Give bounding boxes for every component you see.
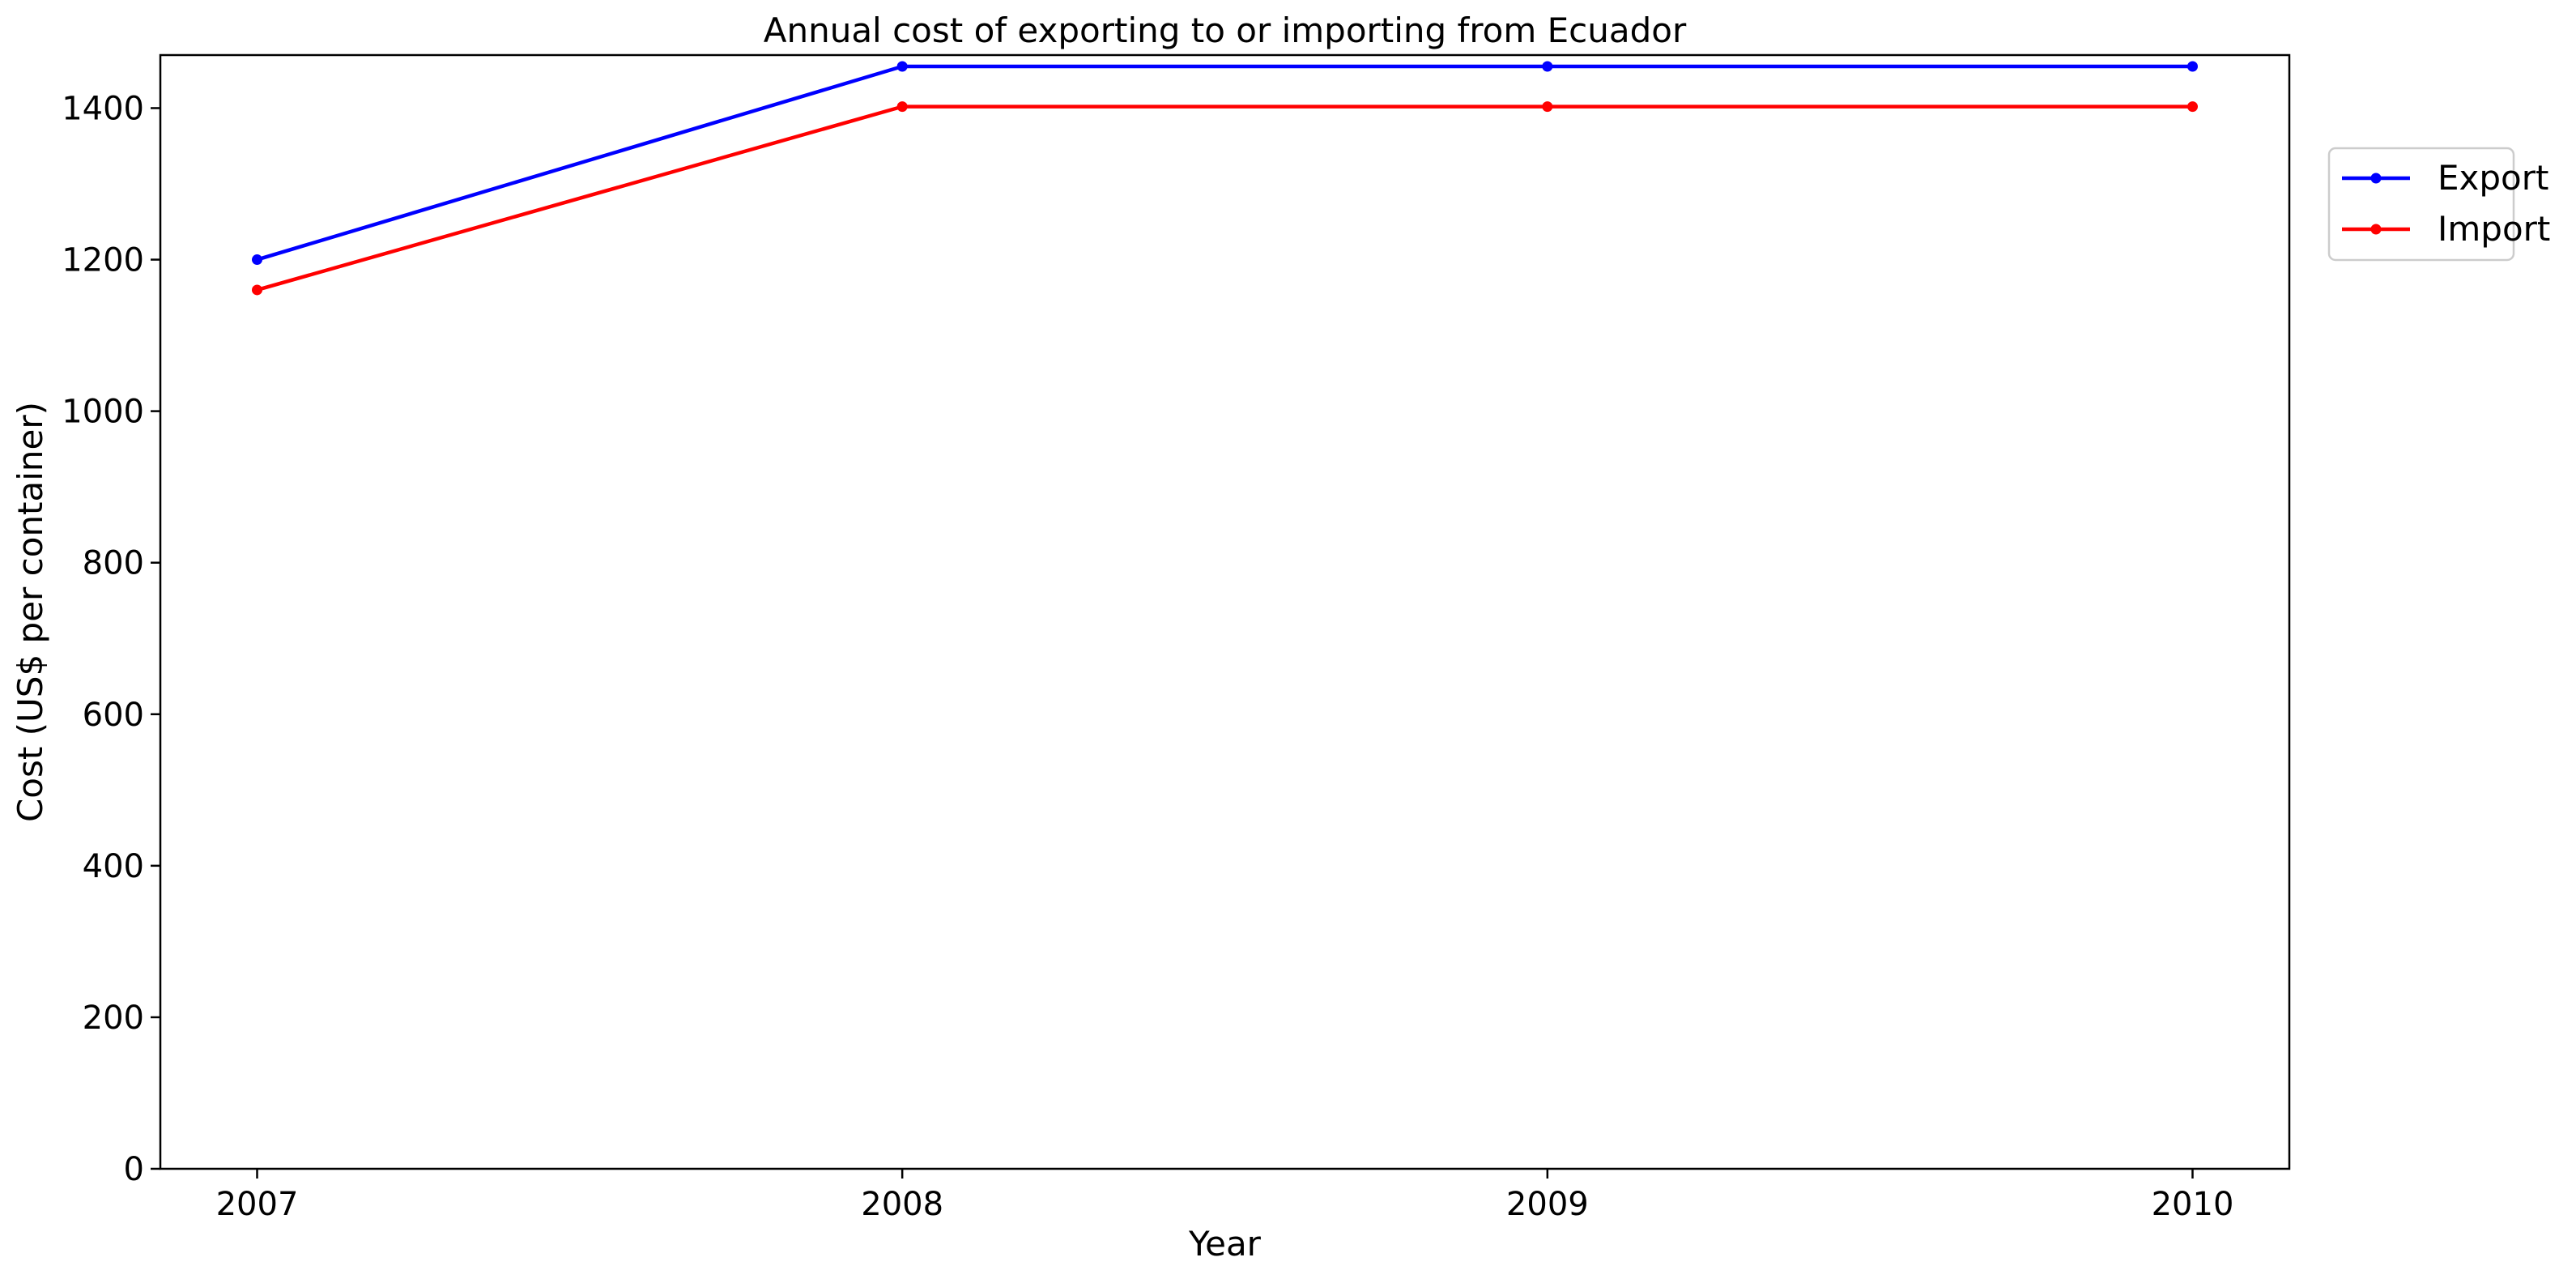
y-axis-title: Cost (US$ per container) bbox=[11, 402, 50, 822]
legend-marker-import bbox=[2370, 224, 2382, 235]
series-export bbox=[252, 61, 2198, 266]
y-tick-label: 0 bbox=[124, 1151, 144, 1188]
data-point-export bbox=[896, 61, 908, 72]
series-line-import bbox=[256, 104, 2193, 292]
legend-item-export[interactable]: Export bbox=[2342, 158, 2548, 198]
data-point-export bbox=[252, 254, 262, 266]
x-axis-title: Year bbox=[1188, 1224, 1262, 1264]
legend-label-export: Export bbox=[2438, 158, 2548, 198]
y-tick-label: 200 bbox=[83, 1000, 144, 1037]
x-tick-label: 2007 bbox=[216, 1186, 299, 1223]
plot-area-frame bbox=[159, 53, 2291, 1170]
x-tick-label: 2008 bbox=[861, 1186, 943, 1223]
data-point-export bbox=[2187, 61, 2198, 72]
y-axis: 0 200 400 600 800 1000 1200 1400 bbox=[62, 90, 160, 1188]
series-import bbox=[252, 101, 2198, 296]
data-point-import bbox=[896, 101, 908, 113]
x-axis: 2007 2008 2009 2010 bbox=[216, 1169, 2234, 1223]
y-tick-label: 400 bbox=[83, 848, 144, 885]
y-tick-label: 1400 bbox=[62, 90, 144, 127]
data-point-export bbox=[1542, 61, 1553, 72]
series-line-export bbox=[256, 64, 2193, 262]
y-tick-label: 800 bbox=[83, 545, 144, 582]
series-layer bbox=[252, 61, 2198, 296]
x-tick-label: 2010 bbox=[2152, 1186, 2234, 1223]
y-tick-label: 1000 bbox=[62, 394, 144, 431]
y-tick-label: 1200 bbox=[62, 242, 144, 279]
data-point-import bbox=[2187, 101, 2198, 113]
y-tick-label: 600 bbox=[83, 697, 144, 734]
chart-title: Annual cost of exporting to or importing… bbox=[764, 11, 1687, 50]
legend-item-import[interactable]: Import bbox=[2342, 209, 2550, 249]
x-tick-label: 2009 bbox=[1506, 1186, 1589, 1223]
legend[interactable]: Export Import bbox=[2327, 147, 2550, 262]
legend-label-import: Import bbox=[2438, 209, 2550, 249]
data-point-import bbox=[1542, 101, 1553, 113]
data-point-import bbox=[252, 284, 262, 296]
legend-marker-export bbox=[2370, 173, 2382, 184]
